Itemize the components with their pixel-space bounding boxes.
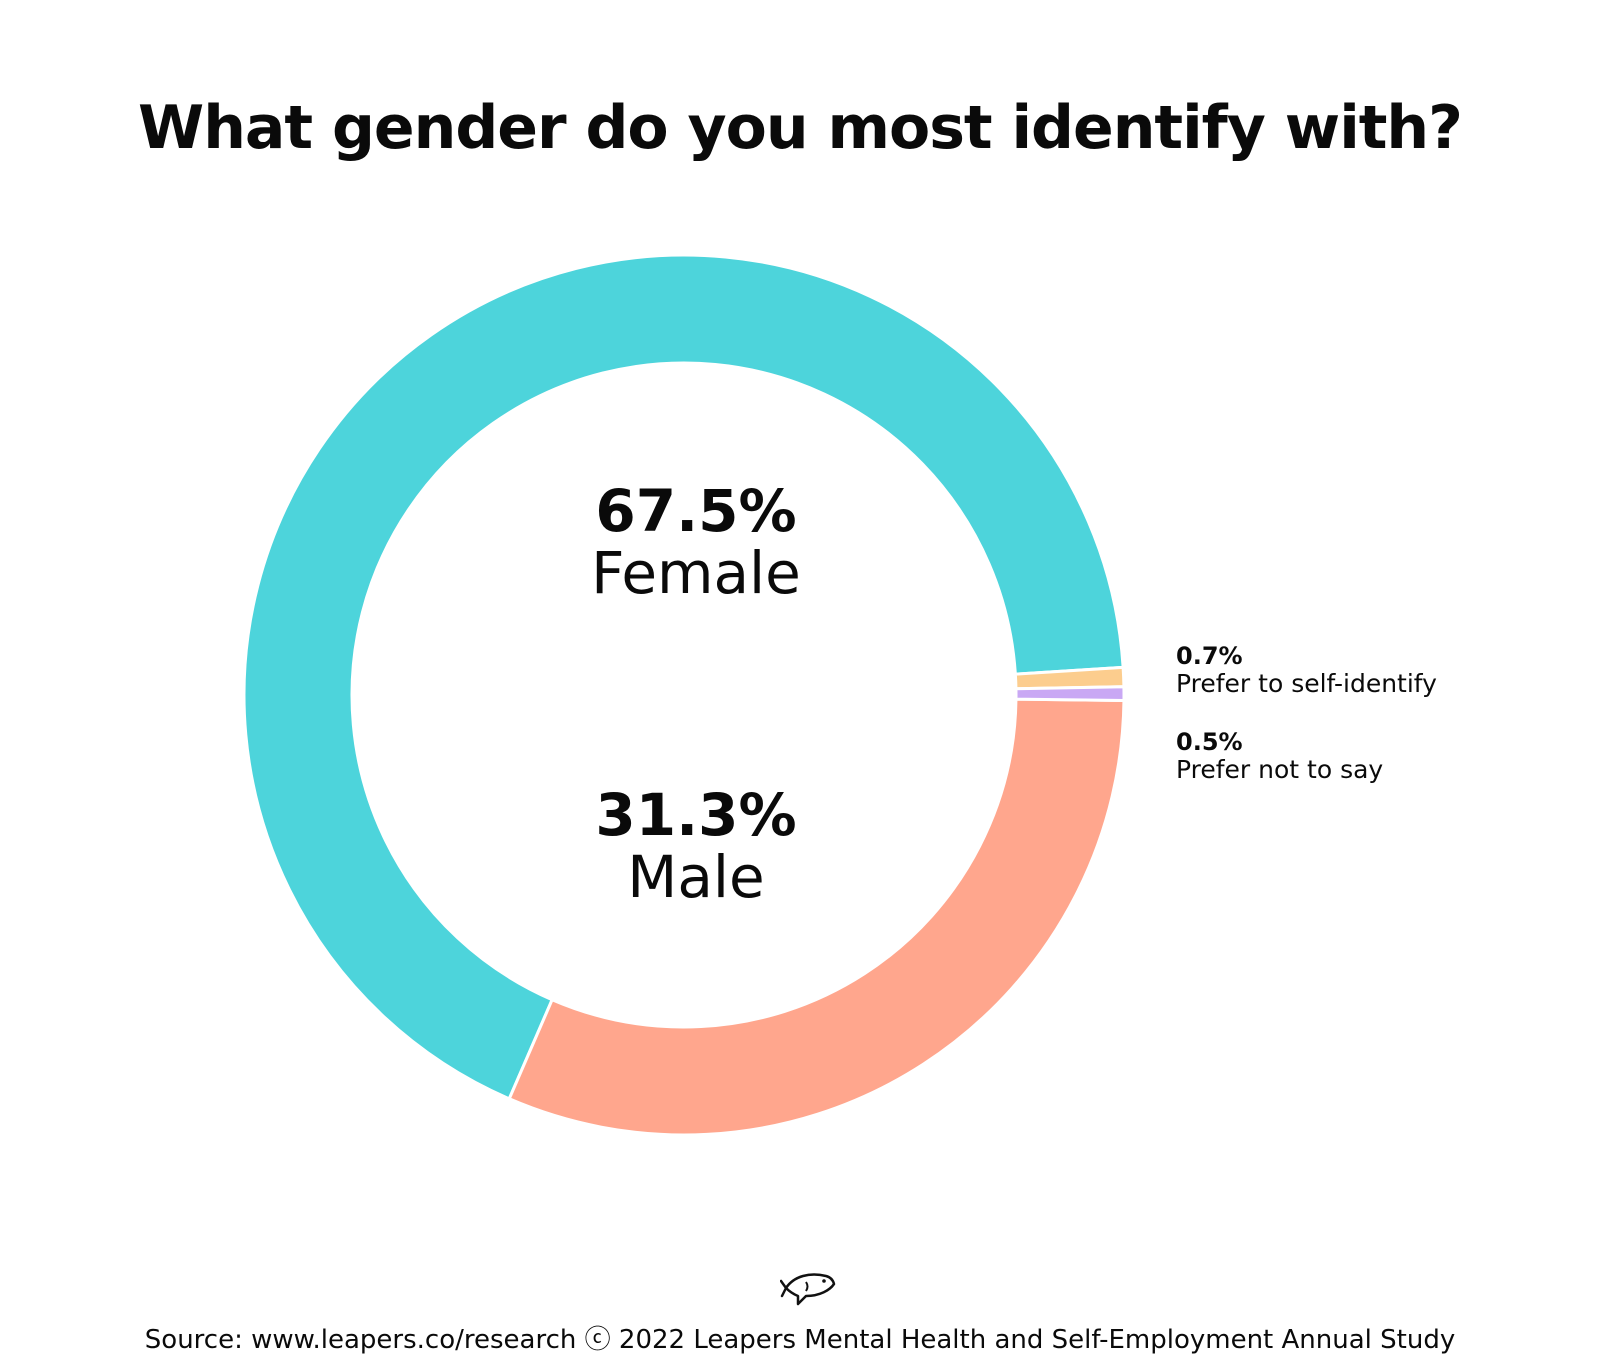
female-name: Female [591, 539, 801, 607]
female-percent: 67.5% [595, 477, 797, 545]
source-attribution: Source: www.leapers.co/research ⓒ 2022 L… [144, 1325, 1456, 1355]
male-percent: 31.3% [595, 781, 797, 849]
female-label: 67.5% Female [496, 480, 896, 604]
fish-icon [780, 1273, 836, 1306]
self-identify-label: 0.7% Prefer to self-identify [1176, 642, 1437, 698]
slice-male [507, 697, 1126, 1137]
male-name: Male [627, 843, 765, 911]
not-say-label: 0.5% Prefer not to say [1176, 728, 1383, 784]
not-say-percent: 0.5% [1176, 728, 1243, 756]
slice-female [242, 253, 1125, 1101]
not-say-name: Prefer not to say [1176, 755, 1384, 784]
male-label: 31.3% Male [496, 784, 896, 908]
slice-prefer-not-to-say [1014, 685, 1126, 703]
chart-title: What gender do you most identify with? [138, 93, 1463, 163]
self-identify-name: Prefer to self-identify [1176, 669, 1437, 698]
self-identify-percent: 0.7% [1176, 642, 1243, 670]
